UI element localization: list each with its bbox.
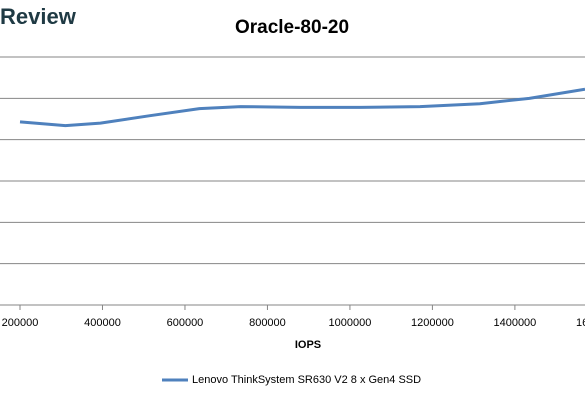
chart-title: Oracle-80-20 xyxy=(235,17,349,38)
series-line xyxy=(19,87,585,128)
x-tick-label: 200000 xyxy=(2,317,39,329)
x-axis-label: IOPS xyxy=(295,339,321,351)
x-tick-label: 1400000 xyxy=(493,317,536,329)
x-tick-label: 800000 xyxy=(249,317,286,329)
x-tick-label: 1000000 xyxy=(329,317,372,329)
x-tick-label: 600000 xyxy=(167,317,204,329)
x-tick-label: 400000 xyxy=(84,317,121,329)
x-tick-label: 1200000 xyxy=(411,317,454,329)
watermark: Review xyxy=(0,4,77,29)
x-tick-label: 1600000 xyxy=(576,317,585,329)
legend-label: Lenovo ThinkSystem SR630 V2 8 x Gen4 SSD xyxy=(192,374,421,386)
